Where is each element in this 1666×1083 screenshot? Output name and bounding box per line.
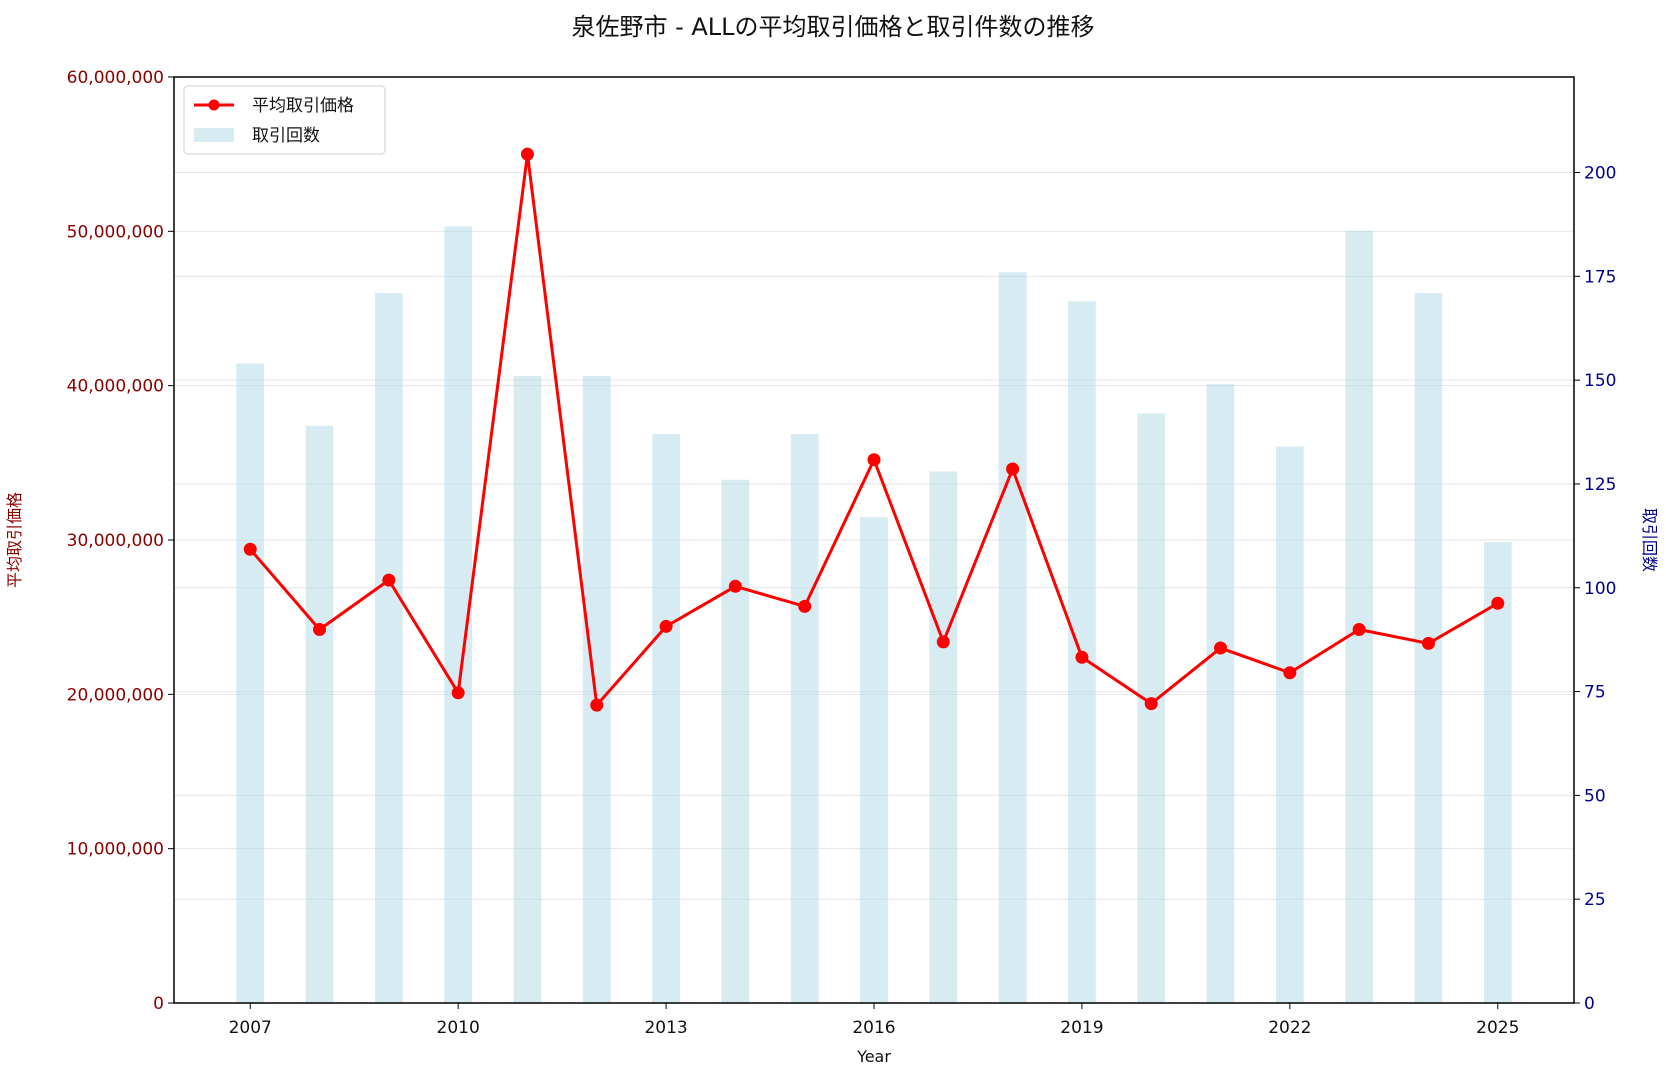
price-point xyxy=(867,453,881,467)
count-bar xyxy=(790,434,819,1003)
x-tick-label: 2007 xyxy=(229,1018,272,1038)
price-point xyxy=(798,599,812,613)
x-axis-ticks: 2007 2010 2013 2016 2019 2022 2025 xyxy=(229,1003,1519,1038)
chart-title: 泉佐野市 - ALLの平均取引価格と取引件数の推移 xyxy=(571,13,1094,41)
count-bar xyxy=(929,471,958,1003)
price-point xyxy=(590,698,604,712)
x-tick-label: 2010 xyxy=(437,1018,480,1038)
count-bar xyxy=(860,517,888,1003)
x-tick-label: 2025 xyxy=(1476,1018,1519,1038)
left-tick-label: 20,000,000 xyxy=(67,685,164,705)
count-bar xyxy=(513,375,542,1004)
left-tick-label: 50,000,000 xyxy=(67,222,164,242)
right-tick-label: 150 xyxy=(1584,371,1616,391)
price-point xyxy=(1283,666,1297,680)
left-tick-label: 10,000,000 xyxy=(67,840,164,860)
price-point xyxy=(520,147,534,161)
price-point xyxy=(1421,636,1435,650)
x-axis-label: Year xyxy=(856,1047,891,1066)
legend-line-marker xyxy=(208,99,220,111)
price-point xyxy=(659,619,673,633)
right-tick-label: 100 xyxy=(1584,579,1616,599)
legend: 平均取引価格 取引回数 xyxy=(183,85,386,155)
count-bar xyxy=(721,479,750,1003)
x-tick-label: 2019 xyxy=(1060,1018,1103,1038)
left-tick-label: 40,000,000 xyxy=(67,377,164,397)
price-line-series xyxy=(243,147,1505,712)
count-bar xyxy=(582,375,611,1004)
right-tick-label: 50 xyxy=(1584,786,1606,806)
price-point xyxy=(1491,596,1505,610)
price-point xyxy=(382,573,396,587)
price-point xyxy=(936,635,950,649)
legend-line-label: 平均取引価格 xyxy=(252,96,354,116)
left-tick-label: 60,000,000 xyxy=(67,68,164,88)
right-tick-label: 175 xyxy=(1584,267,1616,287)
legend-bar-swatch xyxy=(194,128,234,142)
right-tick-label: 200 xyxy=(1584,164,1616,184)
count-bar xyxy=(998,272,1027,1004)
legend-bar-label: 取引回数 xyxy=(252,126,320,146)
left-axis-ticks: 0 10,000,000 20,000,000 30,000,000 40,000,00… xyxy=(67,68,174,1014)
count-bar xyxy=(305,425,334,1003)
left-axis-label: 平均取引価格 xyxy=(5,492,24,588)
price-point xyxy=(1352,623,1366,637)
count-bar xyxy=(1206,384,1235,1004)
right-tick-label: 25 xyxy=(1584,890,1606,910)
count-bar xyxy=(236,363,265,1004)
price-point xyxy=(1075,650,1089,664)
count-bar xyxy=(1483,542,1512,1003)
right-tick-label: 125 xyxy=(1584,475,1616,495)
right-tick-label: 75 xyxy=(1584,683,1606,703)
x-tick-label: 2016 xyxy=(852,1018,895,1038)
count-bar xyxy=(1345,230,1374,1004)
legend-box xyxy=(183,85,386,155)
right-axis-ticks: 0 25 50 75 100 125 150 175 200 xyxy=(1574,164,1616,1014)
count-bar xyxy=(1275,446,1304,1003)
price-point xyxy=(313,623,327,637)
price-point xyxy=(243,542,257,556)
price-point xyxy=(451,686,465,700)
x-tick-label: 2013 xyxy=(644,1018,687,1038)
count-bar xyxy=(374,292,403,1004)
right-axis-label: 取引回数 xyxy=(1640,508,1659,572)
left-tick-label: 0 xyxy=(153,994,164,1014)
price-point xyxy=(1006,462,1020,476)
x-tick-label: 2022 xyxy=(1268,1018,1311,1038)
right-tick-label: 0 xyxy=(1584,994,1595,1014)
price-point xyxy=(1144,697,1158,711)
count-bars xyxy=(236,226,1512,1004)
count-bar xyxy=(652,434,680,1003)
price-point xyxy=(728,579,742,593)
left-tick-label: 30,000,000 xyxy=(67,531,164,551)
price-point xyxy=(1214,641,1228,655)
plot-frame xyxy=(173,76,1575,1004)
